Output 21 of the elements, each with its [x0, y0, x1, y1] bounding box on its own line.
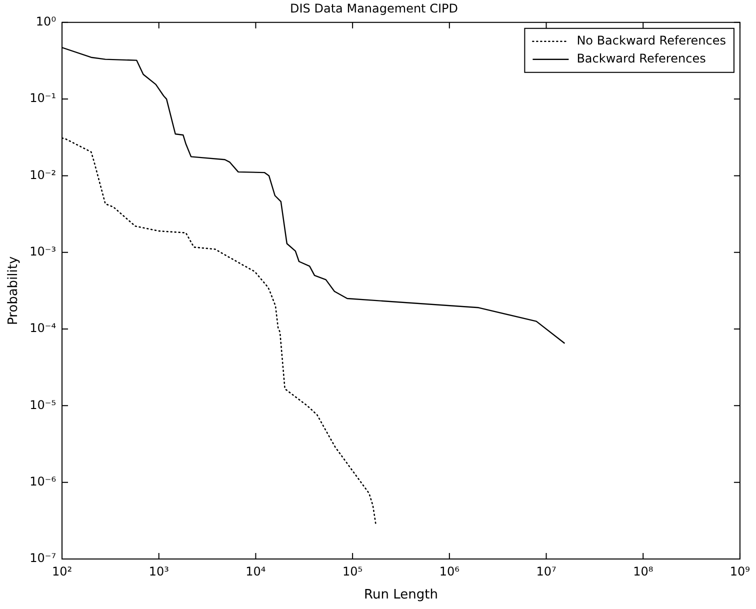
x-tick-label: 10²: [52, 564, 72, 578]
y-tick-label: 10⁻¹: [30, 91, 56, 106]
y-tick-label: 10⁻⁴: [30, 321, 56, 336]
y-tick-label: 10⁻³: [30, 244, 56, 258]
legend-label: Backward References: [576, 52, 706, 66]
y-tick-label: 10⁰: [36, 14, 56, 29]
y-axis-title: Probability: [6, 256, 22, 326]
x-tick-label: 10⁶: [439, 564, 460, 578]
y-tick-label: 10⁻²: [30, 168, 56, 182]
x-tick-label: 10⁵: [342, 564, 363, 578]
chart-title: DIS Data Management CIPD: [290, 1, 458, 16]
x-tick-label: 10⁹: [730, 564, 750, 578]
x-tick-label: 10⁸: [633, 564, 654, 578]
y-tick-label: 10⁻⁷: [30, 551, 56, 566]
y-tick-label: 10⁻⁶: [30, 474, 56, 488]
legend-label: No Backward References: [576, 34, 726, 48]
x-tick-label: 10⁷: [536, 564, 556, 578]
x-axis-title: Run Length: [364, 588, 438, 603]
y-tick-label: 10⁻⁵: [30, 398, 56, 412]
x-tick-label: 10⁴: [246, 564, 266, 578]
x-tick-label: 10³: [148, 564, 170, 578]
